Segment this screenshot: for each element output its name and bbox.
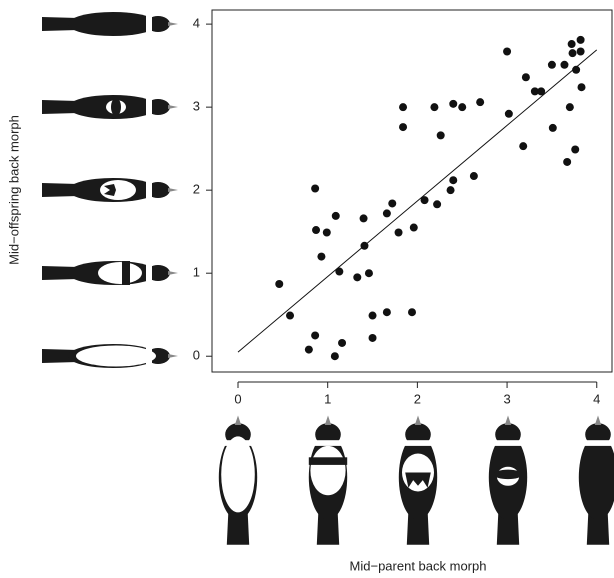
data-point	[522, 73, 530, 81]
data-point	[388, 199, 396, 207]
data-point	[312, 226, 320, 234]
data-point	[447, 186, 455, 194]
data-point	[548, 61, 556, 69]
data-point	[317, 253, 325, 261]
data-point	[331, 352, 339, 360]
data-point	[568, 40, 576, 48]
data-point	[410, 224, 418, 232]
data-point	[353, 273, 361, 281]
y-axis-label: Mid−offspring back morph	[6, 115, 21, 265]
y-tick-label: 1	[193, 265, 200, 280]
y-tick-label: 3	[193, 99, 200, 114]
data-point	[275, 280, 283, 288]
data-point	[505, 110, 513, 118]
data-point	[560, 61, 568, 69]
x-tick-label: 0	[234, 391, 241, 406]
data-point	[395, 229, 403, 237]
data-point	[305, 346, 313, 354]
x-tick-label: 2	[414, 391, 421, 406]
data-point	[566, 103, 574, 111]
y-tick-label: 4	[193, 16, 200, 31]
bird-illustrations-left	[42, 12, 178, 368]
data-point	[572, 66, 580, 74]
y-tick-label: 2	[193, 182, 200, 197]
data-point	[563, 158, 571, 166]
data-point	[537, 87, 545, 95]
data-point	[286, 312, 294, 320]
data-point	[399, 103, 407, 111]
data-point	[577, 48, 585, 56]
chart: 0 1 2 3 4 0 1 2 3 4 Mid−parent back morph Mid−off…	[0, 0, 614, 578]
data-point	[383, 308, 391, 316]
data-point	[323, 229, 331, 237]
data-point	[569, 49, 577, 57]
data-point	[476, 98, 484, 106]
data-point	[365, 269, 373, 277]
data-point	[360, 242, 368, 250]
y-tick-label: 0	[193, 348, 200, 363]
data-point	[519, 142, 527, 150]
data-point	[437, 131, 445, 139]
data-point	[399, 123, 407, 131]
fit-line	[238, 50, 597, 352]
data-point	[470, 172, 478, 180]
bird-illustrations-bottom	[219, 416, 614, 545]
data-point	[503, 48, 511, 56]
data-point	[311, 185, 319, 193]
data-point	[430, 103, 438, 111]
x-axis-label: Mid−parent back morph	[350, 558, 487, 573]
data-point	[335, 268, 343, 276]
x-tick-label: 1	[324, 391, 331, 406]
data-point	[369, 334, 377, 342]
data-point	[338, 339, 346, 347]
data-point	[449, 176, 457, 184]
x-tick-label: 4	[593, 391, 600, 406]
data-point	[421, 196, 429, 204]
data-point	[311, 331, 319, 339]
data-point	[408, 308, 416, 316]
data-point	[578, 83, 586, 91]
x-tick-label: 3	[503, 391, 510, 406]
data-point	[571, 145, 579, 153]
data-point	[360, 214, 368, 222]
data-point	[383, 209, 391, 217]
data-point	[549, 124, 557, 132]
data-point	[433, 200, 441, 208]
data-point	[369, 312, 377, 320]
data-point	[577, 36, 585, 44]
data-point	[449, 100, 457, 108]
plot-area: 0 1 2 3 4 0 1 2 3 4	[193, 16, 601, 407]
data-point	[332, 212, 340, 220]
data-point	[458, 103, 466, 111]
